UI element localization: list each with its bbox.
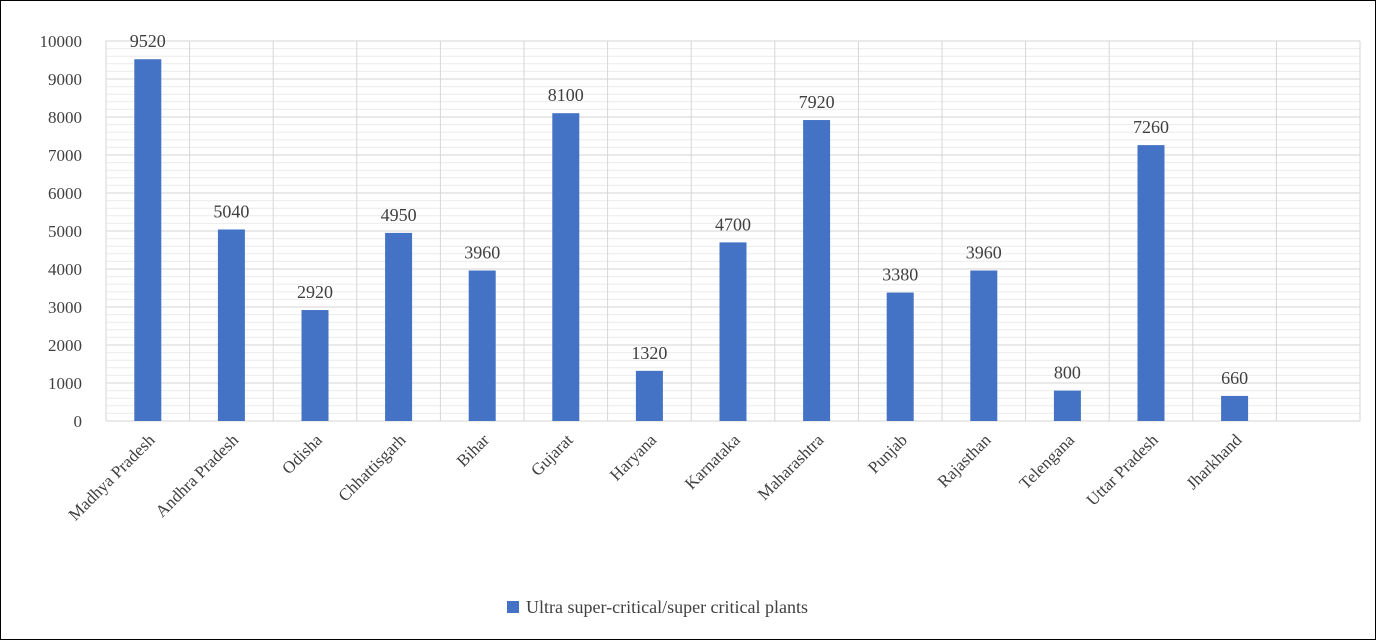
data-label: 800	[1054, 363, 1081, 383]
data-label: 5040	[213, 201, 249, 221]
x-tick-label: Uttar Pradesh	[1083, 430, 1163, 510]
y-tick-label: 0	[74, 412, 83, 431]
data-label: 7260	[1133, 117, 1169, 137]
bar	[134, 59, 162, 422]
legend: Ultra super-critical/super critical plan…	[507, 597, 808, 617]
data-label: 7920	[799, 92, 835, 112]
y-tick-label: 3000	[48, 298, 82, 317]
x-tick-label: Karnataka	[681, 430, 744, 493]
data-label: 1320	[631, 343, 667, 363]
data-label: 4700	[715, 214, 751, 234]
bar	[635, 370, 663, 421]
y-tick-label: 10000	[40, 32, 83, 51]
y-tick-label: 1000	[48, 374, 82, 393]
x-tick-label: Chhattisgarh	[335, 430, 410, 505]
data-label: 660	[1221, 368, 1248, 388]
legend-label: Ultra super-critical/super critical plan…	[526, 597, 808, 617]
x-tick-label: Rajasthan	[934, 430, 995, 491]
data-labels: 9520 5040 2920 4950 3960 8100 1320 4700 7920 3380…	[130, 31, 1248, 388]
bar	[552, 113, 580, 421]
bar	[1221, 395, 1249, 421]
data-label: 2920	[297, 282, 333, 302]
y-tick-label: 6000	[48, 184, 82, 203]
bar	[468, 270, 496, 421]
legend-swatch	[507, 601, 519, 613]
data-label: 4950	[381, 205, 417, 225]
y-tick-label: 2000	[48, 336, 82, 355]
x-tick-label: Madhya Pradesh	[65, 430, 159, 524]
bar	[803, 120, 831, 421]
x-tick-label: Andhra Pradesh	[152, 430, 243, 521]
bar	[1053, 390, 1081, 421]
x-tick-label: Odisha	[278, 430, 326, 478]
data-label: 3960	[464, 243, 500, 263]
y-tick-label: 7000	[48, 146, 82, 165]
x-tick-label: Telengana	[1016, 430, 1079, 493]
x-tick-label: Jharkhand	[1183, 430, 1246, 493]
y-tick-label: 9000	[48, 70, 82, 89]
bar	[385, 232, 413, 421]
x-tick-label: Haryana	[606, 430, 660, 484]
y-axis-ticks: 0 1000 2000 3000 4000 5000 6000 7000 8000 9000 100…	[40, 32, 83, 431]
bar	[886, 292, 914, 421]
bar	[719, 242, 747, 421]
bar	[1137, 145, 1165, 421]
bar	[970, 270, 998, 421]
y-tick-label: 5000	[48, 222, 82, 241]
y-tick-label: 8000	[48, 108, 82, 127]
data-label: 9520	[130, 31, 166, 51]
data-label: 3380	[882, 265, 918, 285]
y-tick-label: 4000	[48, 260, 82, 279]
bars	[134, 59, 1249, 422]
x-tick-label: Gujarat	[527, 430, 577, 480]
bar	[301, 310, 329, 421]
bar	[217, 229, 245, 421]
x-tick-label: Maharashtra	[754, 430, 828, 504]
data-label: 8100	[548, 85, 584, 105]
data-label: 3960	[966, 243, 1002, 263]
x-tick-label: Bihar	[453, 430, 493, 470]
x-tick-label: Punjab	[864, 430, 911, 477]
